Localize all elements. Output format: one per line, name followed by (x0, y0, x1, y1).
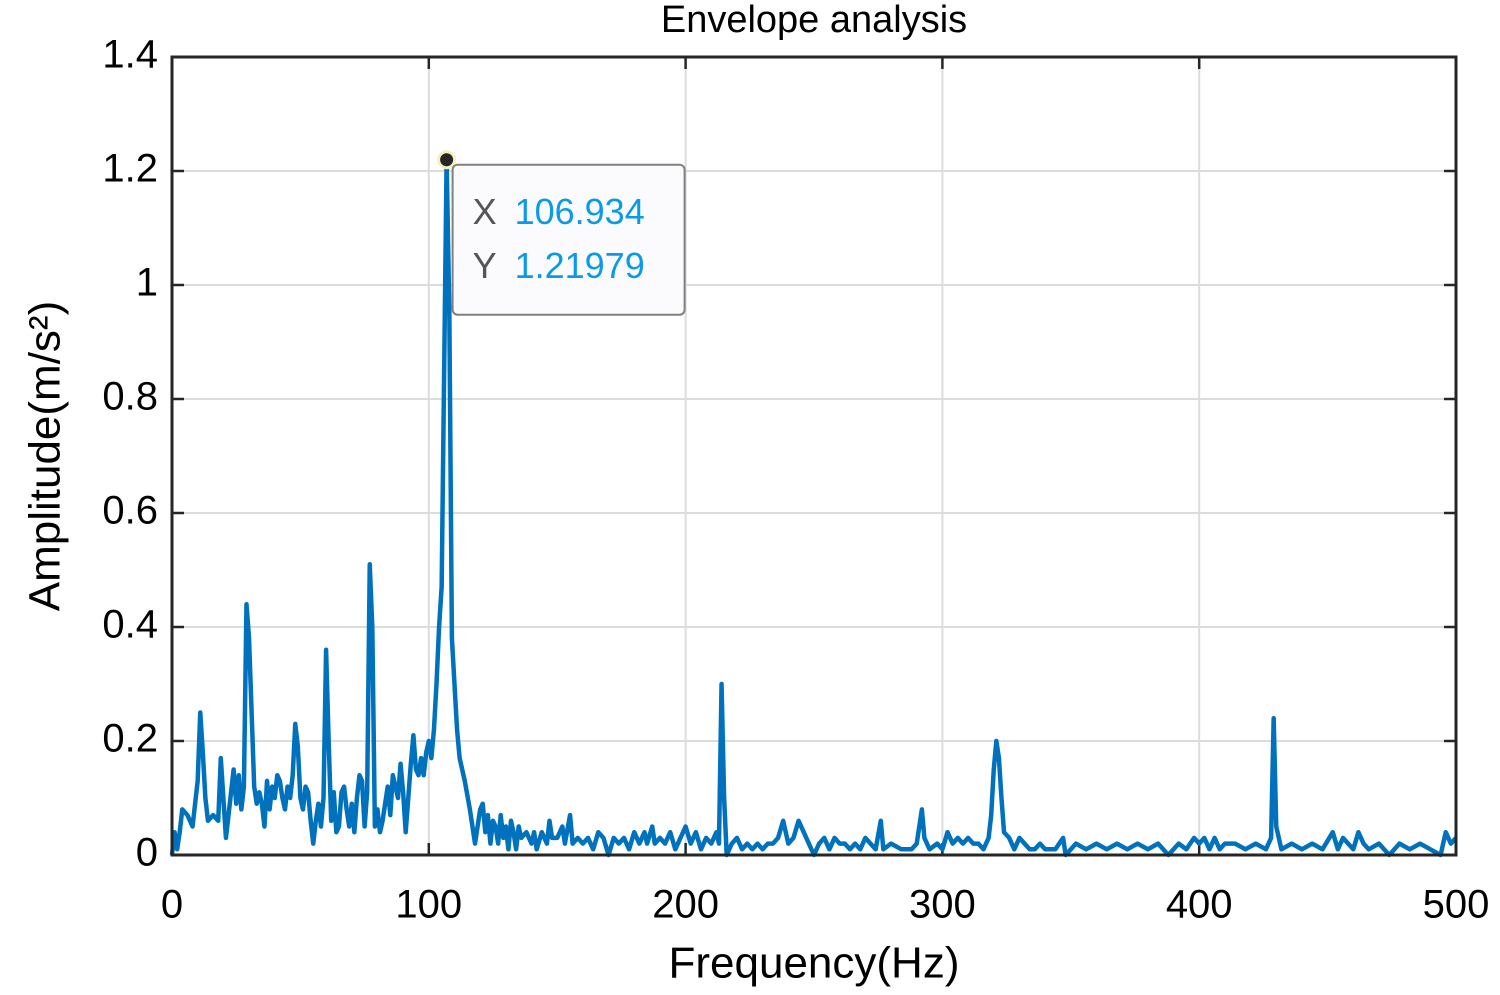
y-tick-label: 0 (136, 831, 158, 875)
datatip-x-label: X (473, 191, 497, 232)
chart-title: Envelope analysis (661, 0, 967, 41)
y-tick-label: 0.4 (102, 603, 158, 647)
x-tick-label: 200 (652, 883, 719, 927)
axes-box (170, 55, 1458, 857)
x-axis-label: Frequency(Hz) (669, 939, 960, 988)
datatip-marker (437, 150, 457, 170)
y-tick-label: 1 (136, 261, 158, 305)
y-axis-label: Amplitude(m/s²) (21, 301, 70, 612)
datatip-box (451, 163, 686, 316)
x-tick-label: 100 (395, 883, 462, 927)
y-tick-label: 0.8 (102, 375, 158, 419)
y-tick-label: 1.4 (102, 33, 158, 77)
y-tick-label: 0.6 (102, 489, 158, 533)
y-tick-label: 0.2 (102, 717, 158, 761)
datatip-y-label: Y (473, 245, 497, 286)
x-tick-label: 500 (1423, 883, 1490, 927)
datatip-x-value: 106.934 (515, 191, 645, 232)
data-line (169, 157, 1458, 858)
x-tick-label: 400 (1166, 883, 1233, 927)
datatip-y-value: 1.21979 (515, 245, 645, 286)
x-tick-label: 300 (909, 883, 976, 927)
x-tick-label: 0 (161, 883, 183, 927)
y-tick-label: 1.2 (102, 147, 158, 191)
